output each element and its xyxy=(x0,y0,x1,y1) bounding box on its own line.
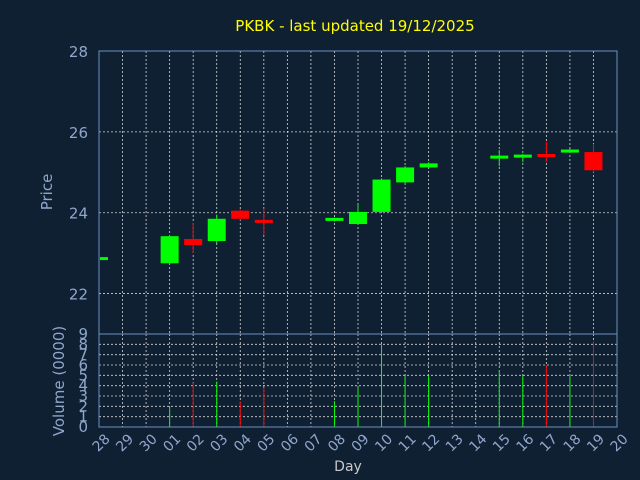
x-tick-label: 05 xyxy=(255,431,279,455)
day-x-ticks: 28 29 30 01 02 03 04 05 06 07 08 09 10 11 12 13 14 15 16 17… xyxy=(90,431,632,455)
price-y-ticks: 22 24 26 28 xyxy=(69,43,88,304)
volume-tick-label: 4 xyxy=(78,377,88,395)
candle-body xyxy=(100,257,108,261)
x-tick-label: 17 xyxy=(537,431,561,455)
candle-body xyxy=(513,154,532,158)
x-tick-label: 30 xyxy=(137,431,161,455)
volume-tick-label: 8 xyxy=(78,335,88,353)
candle-body xyxy=(419,163,438,168)
candle xyxy=(184,222,203,254)
x-tick-label: 28 xyxy=(90,431,114,455)
candle-body xyxy=(490,155,509,159)
candle-body xyxy=(349,211,367,225)
candle xyxy=(584,143,603,173)
candle-body xyxy=(372,179,391,212)
candle xyxy=(537,141,556,163)
candle xyxy=(372,178,391,213)
volume-axis-label: Volume (0000) xyxy=(50,326,68,436)
x-tick-label: 12 xyxy=(419,431,443,455)
x-tick-label: 19 xyxy=(584,431,608,455)
price-grid xyxy=(99,51,617,334)
price-tick-label: 24 xyxy=(69,205,88,223)
candle xyxy=(490,150,509,167)
x-tick-label: 15 xyxy=(490,431,514,455)
candle xyxy=(231,209,250,220)
volume-tick-label: 1 xyxy=(78,408,88,426)
candle xyxy=(254,208,273,235)
volume-tick-label: 5 xyxy=(78,366,88,384)
candle-body xyxy=(584,152,603,171)
volume-tick-label: 0 xyxy=(78,418,88,436)
volume-tick-label: 7 xyxy=(78,346,88,364)
candle xyxy=(207,214,226,244)
price-candles xyxy=(98,141,603,265)
candle xyxy=(396,166,415,184)
volume-bars xyxy=(98,341,594,427)
candle-body xyxy=(396,167,415,183)
x-tick-label: 29 xyxy=(113,431,137,455)
candle xyxy=(349,204,367,225)
x-tick-label: 02 xyxy=(184,431,208,455)
candle-body xyxy=(160,236,179,264)
candle-body xyxy=(254,219,273,223)
x-axis-label: Day xyxy=(334,459,362,475)
x-tick-label: 01 xyxy=(160,431,184,455)
volume-plot-frame xyxy=(98,333,618,428)
candle-body xyxy=(325,217,344,221)
price-tick-label: 22 xyxy=(69,286,88,304)
x-tick-label: 06 xyxy=(278,431,302,455)
x-tick-label: 08 xyxy=(325,431,349,455)
price-tick-label: 26 xyxy=(69,124,88,142)
candle-body xyxy=(560,149,579,153)
candle xyxy=(160,234,179,265)
candle-body xyxy=(184,238,203,246)
x-tick-label: 20 xyxy=(608,431,632,455)
volume-tick-label: 2 xyxy=(78,397,88,415)
candle-body xyxy=(207,218,226,242)
candle-body xyxy=(537,154,556,158)
candle-body xyxy=(231,210,250,219)
candle xyxy=(419,162,438,169)
volume-tick-label: 6 xyxy=(78,356,88,374)
x-tick-label: 04 xyxy=(231,431,255,455)
volume-tick-label: 3 xyxy=(78,387,88,405)
x-tick-label: 09 xyxy=(349,431,373,455)
candle xyxy=(98,257,108,261)
volume-tick-label: 9 xyxy=(78,325,88,343)
chart-title: PKBK - last updated 19/12/2025 xyxy=(235,17,474,35)
x-tick-label: 11 xyxy=(396,431,420,455)
candle xyxy=(513,154,532,163)
x-tick-label: 16 xyxy=(514,431,538,455)
x-tick-label: 03 xyxy=(207,431,231,455)
candle xyxy=(325,217,344,222)
price-axis-label: Price xyxy=(38,174,56,211)
x-tick-label: 18 xyxy=(561,431,585,455)
x-tick-label: 13 xyxy=(443,431,467,455)
x-tick-label: 07 xyxy=(302,431,326,455)
candle xyxy=(560,148,579,153)
price-tick-label: 28 xyxy=(69,43,88,61)
x-tick-label: 10 xyxy=(372,431,396,455)
x-tick-label: 14 xyxy=(466,431,490,455)
